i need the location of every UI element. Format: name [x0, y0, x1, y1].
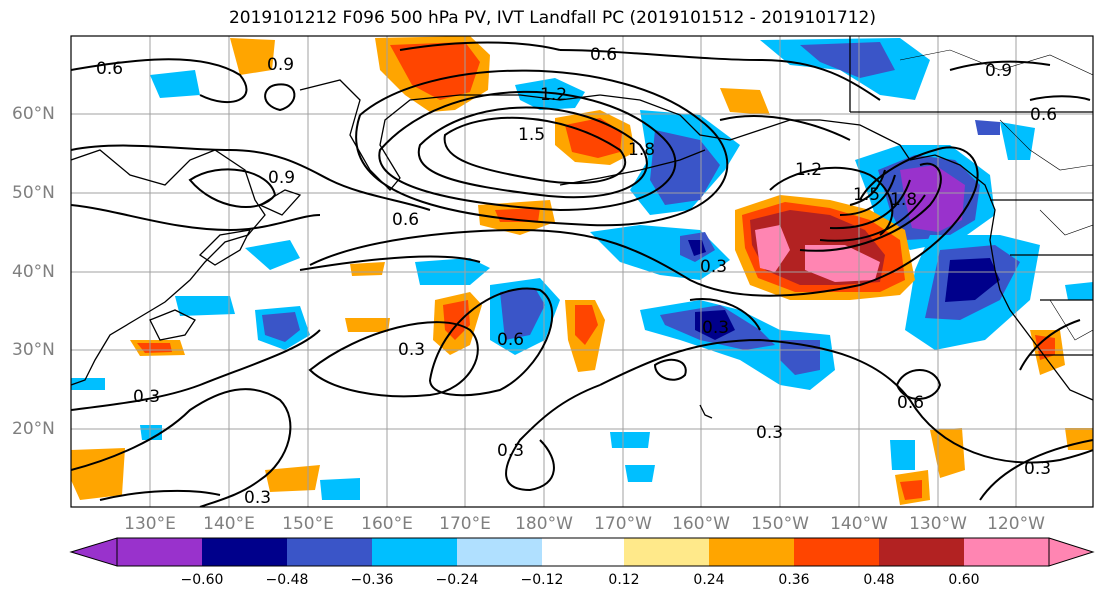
- colorbar-tick-label: 0.48: [863, 572, 895, 588]
- contour-label: 0.3: [133, 387, 160, 407]
- contour-label: 1.5: [853, 185, 880, 205]
- contour-label: 1.2: [540, 85, 567, 105]
- lon-label: 170°W: [594, 514, 652, 534]
- contour-label: 0.6: [590, 45, 617, 65]
- lon-label: 160°W: [672, 514, 730, 534]
- lat-label: 50°N: [12, 183, 55, 203]
- colorbar-tick-label: −0.36: [350, 572, 394, 588]
- colorbar-swatch: [372, 538, 457, 566]
- contour-label: 1.8: [628, 140, 655, 160]
- contour-label: 0.3: [756, 423, 783, 443]
- contour-label: 0.6: [1030, 105, 1057, 125]
- colorbar-swatch: [117, 538, 202, 566]
- colorbar-tick-label: 0.36: [778, 572, 810, 588]
- lon-label: 150°W: [751, 514, 809, 534]
- coastlines: [71, 36, 1093, 419]
- colorbar: [69, 537, 1095, 567]
- contour-label: 0.3: [497, 441, 524, 461]
- colorbar-frame: [116, 537, 1050, 567]
- lon-label: 120°W: [987, 514, 1045, 534]
- contour-label: 0.3: [244, 488, 271, 508]
- lat-label: 60°N: [12, 104, 55, 124]
- map-area: 0.6 0.9 0.9 0.6 1.2 1.5 1.8 1.5 1.8 1.2 …: [71, 36, 1093, 508]
- lon-label: 130°W: [909, 514, 967, 534]
- contour-label: 0.3: [398, 340, 425, 360]
- contour-label: 0.3: [700, 257, 727, 277]
- colorbar-tick-label: 0.12: [608, 572, 640, 588]
- lon-label: 180°W: [515, 514, 573, 534]
- colorbar-swatch: [794, 538, 879, 566]
- colorbar-swatch: [287, 538, 372, 566]
- colorbar-tick-label: −0.24: [435, 572, 479, 588]
- map-frame: [70, 35, 1094, 508]
- lat-label: 40°N: [12, 262, 55, 282]
- contour-label: 0.9: [268, 168, 295, 188]
- lon-label: 140°E: [203, 514, 255, 534]
- contour-label: 0.6: [897, 393, 924, 413]
- colorbar-swatch: [457, 538, 542, 566]
- colorbar-swatch: [202, 538, 287, 566]
- ivt-contours: [71, 41, 1093, 507]
- colorbar-swatch: [624, 538, 709, 566]
- contour-label: 0.9: [267, 55, 294, 75]
- lon-label: 150°E: [282, 514, 334, 534]
- colorbar-extend-low: [69, 537, 118, 567]
- lat-label: 20°N: [12, 419, 55, 439]
- contour-label: 0.9: [985, 61, 1012, 81]
- contour-label: 1.8: [890, 190, 917, 210]
- colorbar-tick-label: 0.24: [693, 572, 725, 588]
- colorbar-tick-label: −0.48: [265, 572, 309, 588]
- graticule: [71, 36, 1093, 507]
- interior-borders: [899, 49, 1093, 341]
- colorbar-swatch: [879, 538, 964, 566]
- contour-label: 1.5: [518, 125, 545, 145]
- contour-label-group: 0.6 0.9 0.9 0.6 1.2 1.5 1.8 1.5 1.8 1.2 …: [96, 45, 1057, 508]
- colorbar-tick-label: −0.60: [180, 572, 224, 588]
- colorbar-swatch: [964, 538, 1049, 566]
- contour-label: 0.6: [497, 330, 524, 350]
- contour-label: 0.6: [96, 59, 123, 79]
- contour-label: 0.6: [392, 210, 419, 230]
- lon-label: 130°E: [124, 514, 176, 534]
- colorbar-tick-label: 0.60: [948, 572, 980, 588]
- lon-label: 170°E: [439, 514, 491, 534]
- lon-label: 160°E: [361, 514, 413, 534]
- colorbar-swatch: [709, 538, 794, 566]
- contour-label: 0.3: [702, 318, 729, 338]
- lon-label: 140°W: [830, 514, 888, 534]
- figure-title: 2019101212 F096 500 hPa PV, IVT Landfall…: [228, 8, 876, 28]
- contour-label: 0.3: [1024, 459, 1051, 479]
- colorbar-tick-label: −0.12: [520, 572, 564, 588]
- contour-label: 1.2: [795, 160, 822, 180]
- colorbar-swatch: [542, 538, 624, 566]
- colorbar-extend-high: [1048, 537, 1095, 567]
- lat-label: 30°N: [12, 340, 55, 360]
